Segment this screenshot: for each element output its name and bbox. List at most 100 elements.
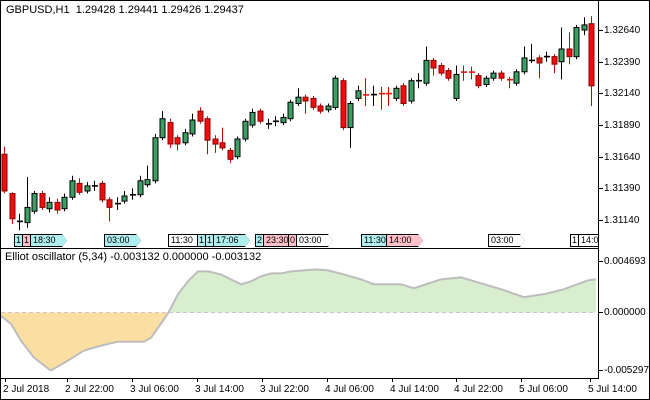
candle-body (453, 73, 460, 100)
candle-body (219, 142, 226, 149)
candle-body (513, 71, 520, 84)
candle-body (340, 80, 347, 129)
candle-body (257, 110, 264, 122)
candle-body (551, 56, 558, 65)
time-axis-label: 4 Jul 22:00 (454, 384, 503, 395)
event-badge[interactable]: 03:00 (488, 234, 525, 247)
candle-body (69, 180, 76, 198)
candle-body (310, 97, 317, 108)
time-axis-label: 5 Jul 06:00 (519, 384, 568, 395)
candle-body (536, 57, 543, 64)
candle-body (39, 193, 46, 208)
time-axis-label: 2 Jul 2018 (3, 384, 50, 395)
time-axis-label: 3 Jul 14:00 (195, 384, 244, 395)
price-axis-label: 1.31640 (604, 152, 641, 163)
candle-body (182, 132, 189, 144)
candle-body (99, 182, 106, 201)
event-badge-label: 11:30 (362, 235, 400, 246)
price-axis-label: 1.31890 (604, 120, 641, 131)
event-badge[interactable]: 03:00 (296, 234, 333, 247)
event-badge[interactable]: 1 (22, 234, 31, 247)
event-badge-label: 23:30 (264, 235, 302, 246)
oscillator-negative-area (1, 312, 169, 371)
candle-body (121, 195, 128, 202)
candle-body (9, 193, 16, 220)
event-badge-label: 1 (198, 235, 205, 246)
candle-body (302, 96, 309, 102)
candle-body (332, 77, 339, 108)
candle-body (46, 201, 53, 210)
candle-body (159, 118, 166, 139)
oscillator-axis-label: 0.000000 (604, 307, 646, 318)
candle-body (475, 75, 482, 87)
price-axis-label: 1.32140 (604, 88, 641, 99)
candle-body (483, 77, 490, 85)
candle-body (423, 59, 430, 84)
candle-body (189, 119, 196, 135)
event-badge[interactable]: 1 (14, 234, 23, 247)
event-badge-label: 14:00 (387, 235, 425, 246)
oscillator-title: Elliot oscillator (5,34) -0.003132 0.000… (5, 251, 262, 263)
candle-body (393, 87, 400, 99)
chart-title: GBPUSD,H1 1.29428 1.29441 1.29426 1.2943… (6, 4, 244, 16)
time-axis-label: 3 Jul 06:00 (130, 384, 179, 395)
time-axis-label: 4 Jul 14:00 (390, 384, 439, 395)
candle-body (197, 110, 204, 122)
candle-body (317, 105, 324, 112)
candle-body (521, 57, 528, 73)
price-axis-label: 1.31140 (604, 215, 640, 226)
time-axis-label: 4 Jul 06:00 (325, 384, 374, 395)
event-badge[interactable]: 14:00 (578, 234, 598, 247)
event-badge[interactable]: 1 (205, 234, 214, 247)
ohlc-values: 1.29428 1.29441 1.29426 1.29437 (75, 4, 244, 16)
event-badge-label: 0 (289, 235, 296, 246)
candle-body (347, 103, 354, 129)
candle-body (400, 85, 407, 105)
event-badge[interactable]: 1 (570, 234, 579, 247)
event-badge[interactable]: 18:30 (30, 234, 67, 247)
candle-body (137, 180, 144, 196)
candle-body (581, 24, 588, 31)
candle-body (1, 153, 8, 192)
event-badge[interactable]: 03:00 (104, 234, 141, 247)
candle-body (249, 111, 256, 126)
price-axis-label: 1.31390 (604, 183, 641, 194)
oscillator-positive-area (168, 269, 596, 313)
event-badge-label: 17:06 (214, 235, 252, 246)
candle-body (430, 59, 437, 69)
time-axis-label: 5 Jul 14:00 (588, 384, 637, 395)
event-badge[interactable]: 17:06 (213, 234, 250, 247)
event-badge-label: 2 (256, 235, 263, 246)
oscillator-line (1, 268, 597, 372)
event-badge-label: 03:00 (297, 235, 335, 246)
candle-body (280, 117, 287, 124)
event-badge[interactable]: 2 (255, 234, 264, 247)
candle-body (76, 182, 83, 193)
candle-body (445, 70, 452, 79)
candle-body (558, 48, 565, 63)
candle-body (212, 138, 219, 145)
candle-body (490, 72, 497, 79)
time-axis-label: 3 Jul 22:00 (260, 384, 309, 395)
event-badge[interactable]: 0 (288, 234, 297, 247)
candle-body (152, 137, 159, 182)
candle-body (355, 90, 362, 99)
candle-body (408, 80, 415, 102)
candle-body (287, 101, 294, 120)
event-badge[interactable]: 1 (197, 234, 206, 247)
candle-body (167, 122, 174, 145)
candle-body (438, 65, 445, 74)
time-axis-label: 2 Jul 22:00 (65, 384, 114, 395)
candle-body (84, 185, 91, 192)
event-badge-label: 03:00 (105, 235, 143, 246)
event-badge[interactable]: 11:30 (168, 234, 205, 247)
event-badge-label: 1 (23, 235, 30, 246)
price-axis-label: 1.32640 (604, 25, 641, 36)
candle-body (61, 196, 68, 210)
event-badge-label: 1 (571, 235, 578, 246)
event-badge[interactable]: 14:00 (386, 234, 423, 247)
candle-body (588, 23, 595, 87)
event-badge-label: 11:30 (169, 235, 207, 246)
event-badges-row: 1 1 18:30 03:00 11:30 1 1 17:06 2 23:30 0 03:00 11:3… (1, 1, 598, 249)
